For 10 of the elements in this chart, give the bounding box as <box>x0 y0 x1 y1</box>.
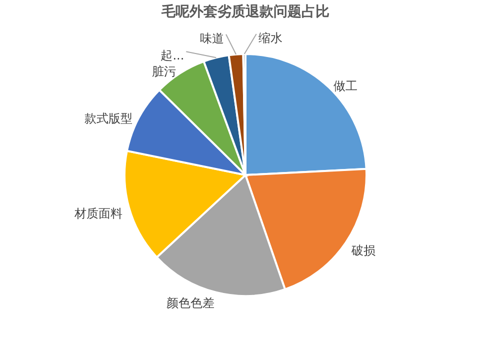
slice-label: 颜色色差 <box>166 296 214 310</box>
slice-label: 脏污 <box>152 64 176 78</box>
chart-title: 毛呢外套劣质退款问题占比 <box>160 3 330 20</box>
slice-label: 款式版型 <box>84 112 133 126</box>
slice-label: 味道 <box>200 31 224 46</box>
slice-label: 做工 <box>334 79 358 94</box>
slice-label: 材质面料 <box>73 206 122 221</box>
slice-label: 缩水 <box>258 31 282 46</box>
slice-label: 破损 <box>350 244 376 258</box>
slice-label: 起... <box>160 48 184 63</box>
